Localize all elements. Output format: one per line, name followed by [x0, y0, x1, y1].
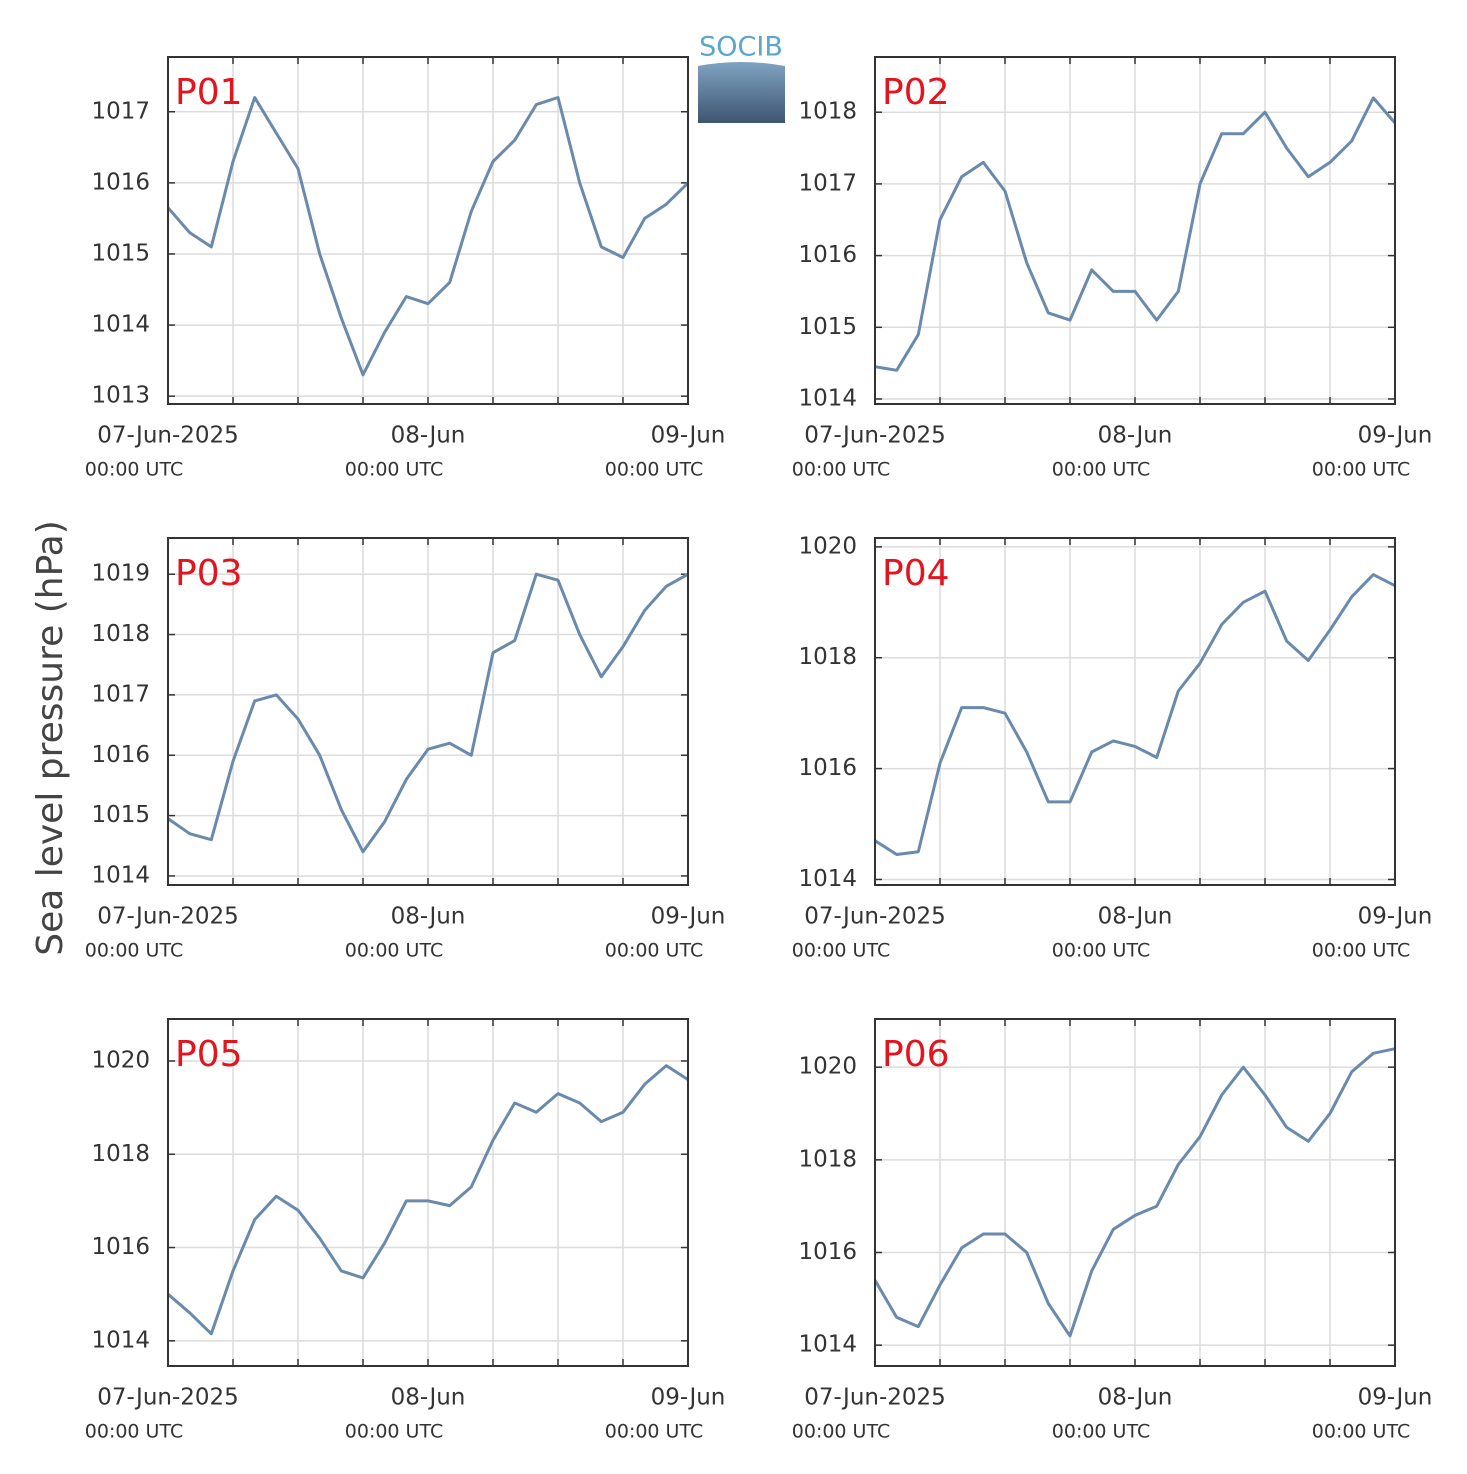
x-tick-label: 08-Jun: [391, 1385, 466, 1411]
x-tick-sublabel: 00:00 UTC: [1052, 459, 1150, 481]
panel: 1014 1016 1018 1020 07-Jun-2025 00:00 UTC 08-J…: [85, 1018, 726, 1443]
x-tick-label: 09-Jun: [651, 423, 726, 449]
y-tick-label: 1013: [91, 383, 150, 409]
x-tick-label: 07-Jun-2025: [97, 1385, 239, 1411]
y-tick-label: 1016: [91, 742, 150, 768]
line-series: [167, 572, 689, 854]
chart-title: P06: [882, 1034, 950, 1075]
plot-frame: [167, 1018, 689, 1367]
y-tick-label: 1017: [91, 98, 150, 124]
plot-frame: [167, 537, 689, 886]
x-tick-label: 08-Jun: [1098, 423, 1173, 449]
y-tick-label: 1014: [91, 862, 150, 888]
line-series: [874, 96, 1397, 372]
x-tick-sublabel: 00:00 UTC: [345, 940, 443, 962]
x-tick-sublabel: 00:00 UTC: [1312, 459, 1410, 481]
x-tick-label: 08-Jun: [1098, 1385, 1173, 1411]
y-tick-label: 1018: [798, 99, 857, 125]
y-tick-label: 1016: [798, 755, 857, 781]
line-series: [874, 573, 1396, 856]
chart-title: P03: [175, 553, 243, 594]
plot-frame: [167, 56, 689, 405]
logo: SOCIB: [698, 32, 785, 123]
x-tick-sublabel: 00:00 UTC: [605, 1421, 703, 1443]
y-tick-label: 1015: [91, 802, 150, 828]
plot-frame: [874, 56, 1396, 405]
chart-title: P04: [882, 553, 950, 594]
logo-text: SOCIB: [699, 32, 783, 63]
y-tick-label: 1018: [798, 1146, 857, 1172]
x-tick-label: 08-Jun: [391, 904, 466, 930]
x-tick-sublabel: 00:00 UTC: [605, 459, 703, 481]
y-tick-label: 1014: [798, 1332, 857, 1358]
panel: 1014 1015 1016 1017 1018 07-Jun-2025 00:00 UTC…: [792, 56, 1433, 481]
y-tick-label: 1014: [798, 866, 857, 892]
y-tick-label: 1018: [91, 621, 150, 647]
logo-shape: [698, 62, 785, 123]
x-tick-sublabel: 00:00 UTC: [1312, 1421, 1410, 1443]
y-tick-label: 1020: [798, 533, 857, 559]
x-tick-label: 08-Jun: [391, 423, 466, 449]
x-tick-label: 08-Jun: [1098, 904, 1173, 930]
y-tick-label: 1016: [798, 1239, 857, 1265]
panel: 1014 1015 1016 1017 1018 1019 07-Jun-2025 00:00…: [85, 537, 726, 962]
x-tick-sublabel: 00:00 UTC: [345, 459, 443, 481]
x-tick-sublabel: 00:00 UTC: [605, 940, 703, 962]
line-series: [873, 1047, 1396, 1338]
plot-frame: [874, 1018, 1396, 1367]
y-tick-label: 1017: [91, 681, 150, 707]
y-tick-label: 1016: [91, 169, 150, 195]
y-tick-label: 1016: [91, 1234, 150, 1260]
y-tick-label: 1016: [798, 242, 857, 268]
x-tick-sublabel: 00:00 UTC: [1052, 1421, 1150, 1443]
chart-title: P01: [175, 72, 243, 113]
x-tick-sublabel: 00:00 UTC: [85, 459, 183, 481]
y-tick-label: 1017: [798, 170, 857, 196]
y-tick-label: 1018: [798, 644, 857, 670]
y-axis-label: Sea level pressure (hPa): [30, 520, 71, 956]
y-tick-label: 1014: [798, 385, 857, 411]
y-tick-label: 1014: [91, 312, 150, 338]
x-tick-sublabel: 00:00 UTC: [792, 940, 890, 962]
panel: 1014 1016 1018 1020 07-Jun-2025 00:00 UTC 08-J…: [792, 1018, 1433, 1443]
y-tick-label: 1020: [91, 1047, 150, 1073]
y-tick-label: 1015: [91, 240, 150, 266]
x-tick-label: 07-Jun-2025: [804, 423, 946, 449]
x-tick-label: 09-Jun: [651, 904, 726, 930]
line-series: [166, 96, 690, 377]
x-tick-sublabel: 00:00 UTC: [85, 1421, 183, 1443]
line-series: [167, 1064, 689, 1336]
x-tick-sublabel: 00:00 UTC: [792, 1421, 890, 1443]
chart-title: P02: [882, 72, 950, 113]
y-tick-label: 1015: [798, 314, 857, 340]
y-tick-label: 1019: [91, 561, 150, 587]
x-tick-label: 07-Jun-2025: [804, 1385, 946, 1411]
y-tick-label: 1018: [91, 1141, 150, 1167]
x-tick-sublabel: 00:00 UTC: [792, 459, 890, 481]
y-tick-label: 1014: [91, 1327, 150, 1353]
x-tick-label: 09-Jun: [1358, 904, 1433, 930]
panel: 1013 1014 1015 1016 1017 07-Jun-2025 00:00 UTC…: [85, 56, 726, 481]
panel: 1014 1016 1018 1020 07-Jun-2025 00:00 UTC 08-J…: [792, 533, 1433, 961]
x-tick-sublabel: 00:00 UTC: [345, 1421, 443, 1443]
x-tick-label: 09-Jun: [651, 1385, 726, 1411]
chart-title: P05: [175, 1034, 243, 1075]
x-tick-sublabel: 00:00 UTC: [85, 940, 183, 962]
x-tick-label: 07-Jun-2025: [97, 904, 239, 930]
y-tick-label: 1020: [798, 1054, 857, 1080]
x-tick-label: 09-Jun: [1358, 1385, 1433, 1411]
x-tick-label: 07-Jun-2025: [804, 904, 946, 930]
x-tick-label: 09-Jun: [1358, 423, 1433, 449]
x-tick-label: 07-Jun-2025: [97, 423, 239, 449]
x-tick-sublabel: 00:00 UTC: [1312, 940, 1410, 962]
plot-frame: [874, 537, 1396, 886]
x-tick-sublabel: 00:00 UTC: [1052, 940, 1150, 962]
